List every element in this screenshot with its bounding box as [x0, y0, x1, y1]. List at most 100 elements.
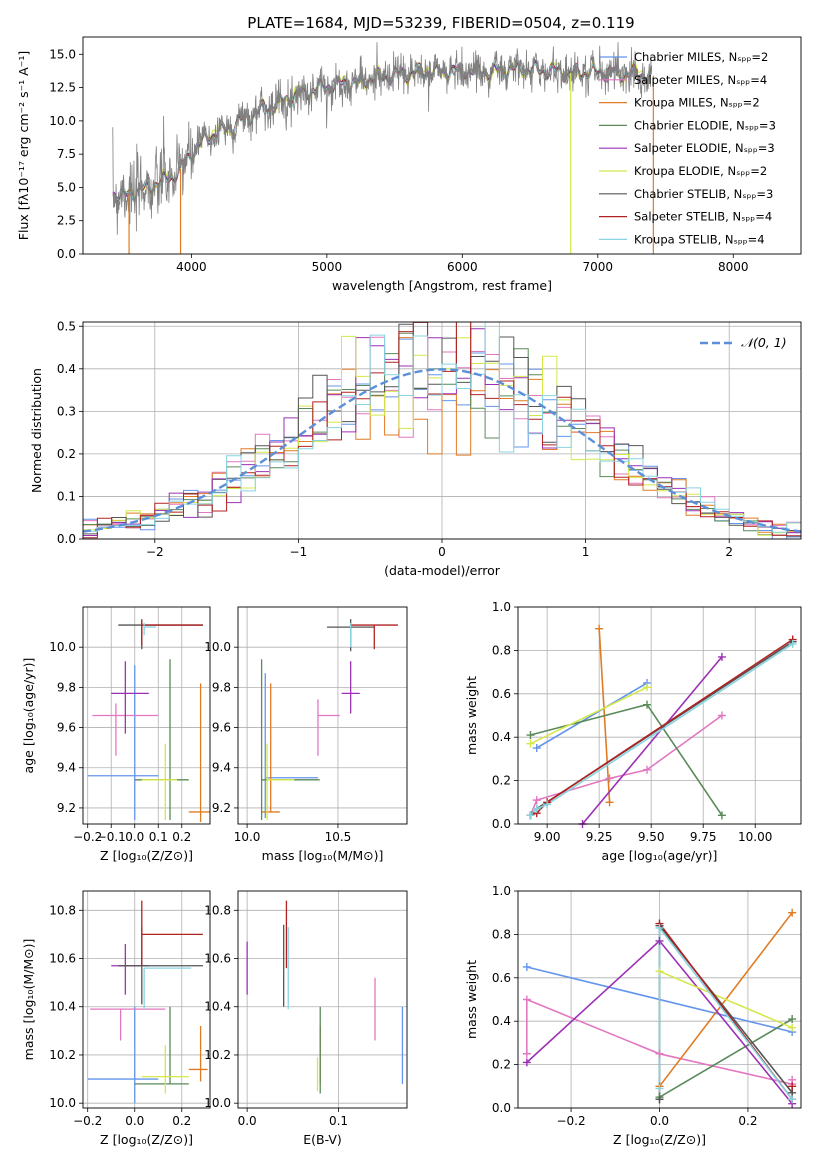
figure-title: PLATE=1684, MJD=53239, FIBERID=0504, z=0… [247, 14, 634, 32]
y-tick-label: 10.4 [204, 1000, 231, 1014]
x-tick-label: 9.25 [586, 830, 613, 844]
x-axis-label: age [log₁₀(age/yr)] [602, 848, 718, 863]
x-tick-label: 0.2 [172, 1114, 191, 1128]
y-tick-label: 9.2 [212, 801, 231, 815]
x-tick-label: 7000 [583, 260, 614, 274]
plus-marker [655, 1084, 664, 1093]
plus-marker [522, 1049, 531, 1058]
x-tick-label: 0.1 [329, 1114, 348, 1128]
axes-6: 0.0 0.1 10.0 10.2 10.4 10.6 10.8 E(B-V) [204, 890, 408, 1147]
y-tick-label: 9.4 [212, 761, 231, 775]
plus-marker [788, 639, 797, 648]
legend-label: Chabrier STELIB, Nₛₚₚ=3 [634, 187, 773, 201]
x-tick-label: 10.0 [234, 830, 261, 844]
plot-area [260, 619, 398, 820]
plus-marker [788, 1082, 797, 1091]
y-tick-label: 0.2 [492, 1058, 511, 1072]
legend-label: Salpeter MILES, Nₛₚₚ=4 [634, 73, 767, 87]
x-tick-label: 10.5 [325, 830, 352, 844]
y-tick-label: 0.0 [492, 817, 511, 831]
plus-marker [643, 765, 652, 774]
x-tick-label: 10.00 [738, 830, 772, 844]
x-tick-label: 0.0 [125, 1114, 144, 1128]
series-line [530, 703, 723, 816]
x-tick-label: 2 [725, 545, 733, 559]
y-tick-label: 10.0 [49, 114, 76, 128]
x-tick-label: 1 [582, 545, 590, 559]
x-axis-label: E(B-V) [303, 1132, 342, 1147]
x-tick-label: −1 [290, 545, 308, 559]
plot-layer: 4000 5000 6000 7000 80000.02.55.07.510.012.5… [16, 36, 802, 1147]
y-tick-label: 0.0 [492, 1101, 511, 1115]
plus-marker [522, 995, 531, 1004]
x-tick-label: 6000 [447, 260, 478, 274]
x-tick-label: 9.00 [534, 830, 561, 844]
x-tick-label: 0.0 [125, 830, 144, 844]
x-axis-label: mass [log₁₀(M/M⊙)] [262, 848, 384, 863]
series-line [536, 682, 648, 749]
axes-0: 4000 5000 6000 7000 8000 0.0 2.5 5.0 7.5 10.0 12.5… [16, 36, 802, 293]
y-tick-label: 0.8 [492, 643, 511, 657]
plot-area [87, 619, 210, 822]
axes-frame [517, 606, 802, 825]
axes-frame [82, 606, 211, 825]
axes-frame [82, 321, 802, 540]
x-tick-label: 0.1 [149, 830, 168, 844]
plus-marker [526, 811, 535, 820]
series-line [659, 970, 793, 1029]
plus-marker [717, 811, 726, 820]
y-tick-label: 10.6 [49, 952, 76, 966]
axes-frame [517, 890, 802, 1109]
y-axis-label: mass weight [464, 960, 479, 1039]
x-tick-label: 4000 [176, 260, 207, 274]
y-tick-label: 0.2 [57, 447, 76, 461]
plus-marker [788, 1015, 797, 1024]
y-tick-label: 9.2 [57, 801, 76, 815]
normal-curve [83, 368, 801, 533]
x-tick-label: 9.75 [690, 830, 717, 844]
y-tick-label: 15.0 [49, 47, 76, 61]
legend-label: Chabrier ELODIE, Nₛₚₚ=3 [634, 118, 776, 132]
series-line [581, 656, 723, 824]
plot-area [87, 900, 208, 1104]
x-axis-label: Z [log₁₀(Z/Z⊙)] [613, 1132, 706, 1147]
axes-frame [82, 36, 802, 255]
axes-7: −0.2 0.0 0.2 0.0 0.2 0.4 0.6 0.8 1.0 Z [log₁₀(Z/Z… [464, 884, 802, 1147]
y-tick-label: 0.6 [492, 971, 511, 985]
axes-4: 9.00 9.25 9.50 9.75 10.00 0.0 0.2 0.4 0.6 0.8 1.0 a… [464, 600, 802, 863]
legend-label: Chabrier MILES, Nₛₚₚ=2 [634, 50, 768, 64]
y-tick-label: 0.6 [492, 687, 511, 701]
axes-5: −0.2 0.0 0.2 10.0 10.2 10.4 10.6 10.8 Z [log₁₀(Z… [21, 890, 211, 1147]
y-tick-label: 0.3 [57, 404, 76, 418]
observed-spectrum-line [112, 42, 653, 235]
legend-label: Kroupa ELODIE, Nₛₚₚ=2 [634, 164, 767, 178]
series-line [658, 925, 793, 1100]
plus-marker [655, 923, 664, 932]
x-tick-label: 0.2 [172, 830, 191, 844]
plus-marker [526, 731, 535, 740]
y-tick-label: 10.0 [49, 1096, 76, 1110]
y-tick-label: 0.2 [492, 774, 511, 788]
plus-marker [522, 962, 531, 971]
y-tick-label: 0.4 [57, 362, 76, 376]
plus-marker [605, 774, 614, 783]
y-tick-label: 0.0 [57, 247, 76, 261]
y-tick-label: 0.0 [57, 532, 76, 546]
x-tick-label: 0.0 [650, 1114, 669, 1128]
y-tick-label: 5.0 [57, 180, 76, 194]
plus-marker [643, 700, 652, 709]
plus-marker [526, 739, 535, 748]
plot-area [112, 42, 654, 254]
y-tick-label: 10.0 [204, 1096, 231, 1110]
y-tick-label: 10.8 [49, 903, 76, 917]
legend-label: Salpeter ELODIE, Nₛₚₚ=3 [634, 141, 775, 155]
y-tick-label: 0.5 [57, 319, 76, 333]
plus-marker [655, 1049, 664, 1058]
y-tick-label: 9.6 [57, 721, 76, 735]
y-tick-label: 7.5 [57, 147, 76, 161]
y-tick-label: 9.8 [212, 680, 231, 694]
plus-marker [655, 1095, 664, 1104]
y-axis-label: mass weight [464, 676, 479, 755]
plus-marker [532, 804, 541, 813]
